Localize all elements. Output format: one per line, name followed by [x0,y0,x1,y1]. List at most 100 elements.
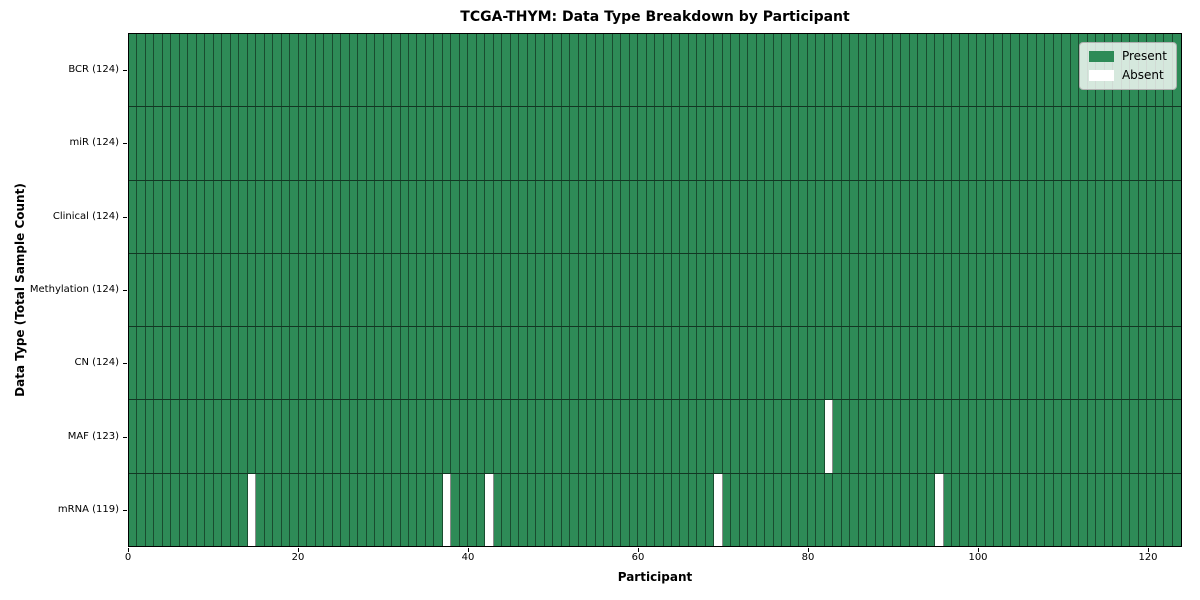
heatmap-cell-present [1155,253,1165,327]
heatmap-cell-present [358,253,367,327]
heatmap-cell-present [968,400,978,473]
heatmap-cell-present [850,253,859,327]
heatmap-cell-present [1045,34,1054,107]
heatmap-cell-present [663,34,672,107]
heatmap-cell-present [875,473,885,546]
heatmap-cell-present [375,34,384,107]
heatmap-cell-present [213,107,223,180]
heatmap-cell-present [230,253,240,327]
heatmap-cell-present [341,180,350,253]
heatmap-cell-present [621,327,630,400]
heatmap-cell-present [816,400,825,473]
heatmap-cell-present [968,34,978,107]
heatmap-cell-present [875,180,885,253]
heatmap-cell-present [655,253,664,327]
heatmap-cell-present [1130,400,1139,473]
heatmap-cell-present [408,327,418,400]
heatmap-cell-present [960,253,969,327]
heatmap-cell-present [213,34,223,107]
heatmap-cell-present [544,327,554,400]
heatmap-cell-present [663,473,672,546]
heatmap-cell-present [994,400,1003,473]
heatmap-cell-present [468,400,477,473]
heatmap-cell-present [375,180,384,253]
x-tick-label: 20 [291,552,305,563]
heatmap-cell-present [1096,473,1105,546]
heatmap-row [129,253,1181,328]
heatmap-cell-present [298,473,308,546]
heatmap-cell-present [892,473,902,546]
x-tick-mark [978,548,979,552]
heatmap-cell-present [714,327,723,400]
heatmap-cell-present [867,473,876,546]
heatmap-cell-present [213,473,223,546]
heatmap-cell-present [154,107,163,180]
heatmap-cell-present [951,473,961,546]
heatmap-cell-present [841,34,851,107]
heatmap-cell-present [841,473,851,546]
heatmap-cell-present [773,34,783,107]
heatmap-cell-present [264,253,274,327]
heatmap-cell-present [485,253,494,327]
heatmap-cell-present [621,34,630,107]
heatmap-cell-present [527,34,537,107]
heatmap-cell-present [1130,327,1139,400]
heatmap-cell-present [476,400,486,473]
heatmap-cell-present [459,107,469,180]
heatmap-cell-present [425,107,435,180]
heatmap-cell-present [442,34,452,107]
heatmap-cell-present [1155,473,1165,546]
heatmap-cell-present [841,327,851,400]
legend-item: Absent [1088,69,1167,82]
heatmap-cell-present [833,180,842,253]
heatmap-cell-present [230,400,240,473]
y-tick-label: Methylation (124) [29,284,119,295]
heatmap-cell-present [909,327,919,400]
heatmap-cell-present [273,473,282,546]
heatmap-cell-present [324,34,333,107]
heatmap-cell-present [281,34,291,107]
heatmap-cell-present [790,327,800,400]
heatmap-cell-present [1028,400,1037,473]
heatmap-cell-present [1087,107,1097,180]
heatmap-cell-present [935,34,944,107]
heatmap-cell-present [281,327,291,400]
heatmap-cell-present [858,473,868,546]
heatmap-cell-present [162,253,172,327]
heatmap-cell-present [977,34,986,107]
heatmap-cell-present [188,107,197,180]
heatmap-cell-present [442,327,452,400]
heatmap-cell-present [476,327,486,400]
heatmap-cell-present [850,327,859,400]
heatmap-cell-present [688,107,698,180]
heatmap-cell-present [358,34,367,107]
heatmap-cell-present [408,34,418,107]
heatmap-cell-present [129,253,138,327]
x-tick-label: 40 [461,552,475,563]
heatmap-cell-present [1028,473,1037,546]
heatmap-cell-present [901,180,910,253]
heatmap-cell-present [332,107,342,180]
heatmap-cell-present [663,400,672,473]
heatmap-cell-present [425,180,435,253]
heatmap-cell-present [655,34,664,107]
heatmap-cell-present [315,34,325,107]
heatmap-cell-present [1028,180,1037,253]
heatmap-cell-present [1053,253,1063,327]
heatmap-cell-present [943,253,952,327]
heatmap-cell-present [239,400,248,473]
heatmap-cell-present [247,400,257,473]
heatmap-cell-present [985,253,995,327]
heatmap-cell-present [909,473,919,546]
heatmap-cell-present [162,400,172,473]
heatmap-cell-present [1113,253,1122,327]
heatmap-cell-present [901,34,910,107]
heatmap-cell-present [1104,473,1114,546]
heatmap-cell-present [1138,473,1148,546]
heatmap-cell-present [561,180,571,253]
heatmap-cell-present [884,327,893,400]
heatmap-cell-absent [714,473,723,546]
heatmap-cell-present [307,327,316,400]
legend-swatch-icon [1088,70,1114,81]
heatmap-cell-present [807,34,817,107]
